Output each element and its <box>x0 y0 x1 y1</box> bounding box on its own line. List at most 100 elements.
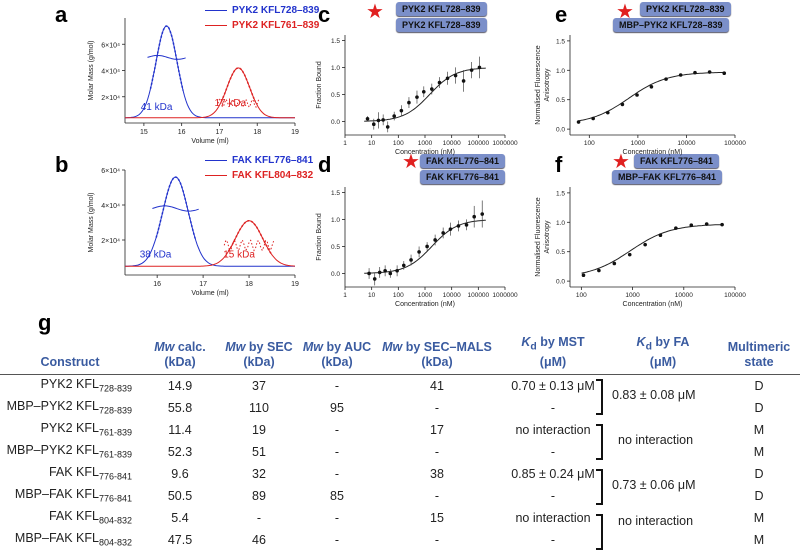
x-tick-label: 100 <box>584 140 595 147</box>
data-point <box>367 271 371 276</box>
construct-cell: MBP–FAK KFL804-832 <box>14 531 132 548</box>
data-point <box>407 100 411 105</box>
data-point <box>576 120 581 124</box>
bracket-4 <box>596 514 603 550</box>
x-tick-label: 15 <box>140 129 148 136</box>
data-point <box>597 268 601 273</box>
data-point <box>377 270 382 275</box>
tag-c-1: PYK2 KFL728–839 <box>396 2 487 16</box>
y-tick-label: 4×10⁴ <box>101 203 120 210</box>
y-axis-label: Normalised Fluorescence <box>535 45 542 124</box>
data-point <box>689 223 694 228</box>
legend-b-1: FAK KFL776–841 <box>205 155 313 166</box>
y-axis-label: Fraction Bound <box>316 61 323 109</box>
data-point <box>395 268 399 273</box>
data-point <box>581 273 586 278</box>
y-tick-label: 1.5 <box>331 190 340 197</box>
fa-value-3: 0.73 ± 0.06 μM <box>612 478 696 492</box>
construct-cell: MBP–PYK2 KFL728-839 <box>6 399 132 416</box>
cell-auc: - <box>334 378 340 393</box>
x-tick-label: 100000 <box>467 140 489 147</box>
x-tick-label: 10000 <box>675 292 693 299</box>
y-tick-label: 4×10⁴ <box>101 69 120 76</box>
x-tick-label: 18 <box>253 129 261 136</box>
table-row: MBP–PYK2 KFL761-839 52.3 51 - - - M <box>0 441 800 463</box>
tag-d-2: FAK KFL776–841 <box>420 170 506 184</box>
tag-f-2: MBP–FAK KFL776–841 <box>612 170 723 184</box>
data-point <box>612 261 617 266</box>
data-point <box>417 250 421 254</box>
y-axis-label: Molar Mass (g/mol) <box>88 41 95 101</box>
y-tick-label: 2×10⁴ <box>101 238 120 245</box>
cell-state: M <box>753 422 765 437</box>
x-tick-label: 19 <box>291 129 299 136</box>
x-axis-label: Concentration (nM) <box>395 301 455 308</box>
x-tick-label: 10000 <box>443 292 461 299</box>
cell-mst: 0.70 ± 0.13 μM <box>511 378 595 393</box>
y-tick-label: 0.5 <box>331 244 340 251</box>
cell-sec: 32 <box>252 466 266 481</box>
fit-curve <box>581 224 724 274</box>
x-tick-label: 17 <box>199 281 207 288</box>
x-axis-label: Concentration (nM) <box>623 301 683 308</box>
column-header: Kd by FA (μM) <box>608 335 718 375</box>
x-tick-label: 19 <box>291 281 299 288</box>
cell-mals: - <box>434 532 440 547</box>
column-header: Mw calc. (kDa) <box>140 335 220 375</box>
data-point <box>392 114 397 118</box>
cell-sec: 110 <box>249 400 269 415</box>
cell-calc: 14.9 <box>167 378 193 393</box>
column-header: Mw by AUC (kDa) <box>298 335 376 375</box>
fit-curve <box>578 71 726 122</box>
data-point <box>461 79 466 83</box>
star-icon: ★ <box>616 1 634 23</box>
cell-fa <box>608 529 718 551</box>
star-icon: ★ <box>366 1 384 23</box>
y-axis-label: Molar Mass (g/mol) <box>88 193 95 253</box>
data-point <box>376 118 381 123</box>
star-icon: ★ <box>612 151 630 173</box>
cell-mst: - <box>550 532 556 547</box>
cell-calc: 52.3 <box>167 444 193 459</box>
y-tick-label: 1.5 <box>556 190 565 197</box>
cell-auc: - <box>334 422 340 437</box>
data-point <box>722 71 727 76</box>
cell-calc: 9.6 <box>171 466 189 481</box>
x-tick-label: 100 <box>576 292 587 299</box>
x-tick-label: 100000 <box>724 140 746 147</box>
data-point <box>448 227 453 231</box>
x-tick-label: 10 <box>368 140 376 147</box>
data-point <box>472 214 477 219</box>
data-point <box>371 122 376 126</box>
cell-state: M <box>753 532 765 547</box>
y-tick-label: 1.0 <box>331 65 340 72</box>
peak-mass-label: 41 kDa <box>141 102 173 113</box>
y-tick-label: 2×10⁴ <box>101 95 120 102</box>
cell-auc: - <box>334 510 340 525</box>
x-tick-label: 18 <box>245 281 253 288</box>
cell-sec: 37 <box>252 378 266 393</box>
fa-value-4: no interaction <box>618 514 694 528</box>
data-point <box>620 102 625 107</box>
bracket-2 <box>596 424 603 460</box>
y-tick-label: 1.0 <box>556 220 565 227</box>
panel-letter-c: c <box>318 2 331 27</box>
table-row: PYK2 KFL761-839 11.4 19 - 17 no interaction M <box>0 419 800 441</box>
data-point <box>480 212 485 216</box>
cell-calc: 50.5 <box>167 488 193 503</box>
bracket-3 <box>596 469 603 505</box>
data-point <box>372 277 377 281</box>
tag-f-1: FAK KFL776–841 <box>634 154 720 168</box>
fa-value-2: no interaction <box>618 433 694 447</box>
peak-dashed <box>149 25 184 91</box>
data-point <box>409 258 413 262</box>
construct-cell: PYK2 KFL728-839 <box>40 377 132 394</box>
cell-calc: 5.4 <box>171 510 189 525</box>
column-header: Mw by SEC (kDa) <box>220 335 298 375</box>
data-point <box>477 65 482 70</box>
cell-state: M <box>753 510 765 525</box>
tag-e-1: PYK2 KFL728–839 <box>640 2 731 16</box>
cell-auc: 95 <box>330 400 344 415</box>
cell-sec: 89 <box>252 488 266 503</box>
cell-mst: - <box>550 444 556 459</box>
